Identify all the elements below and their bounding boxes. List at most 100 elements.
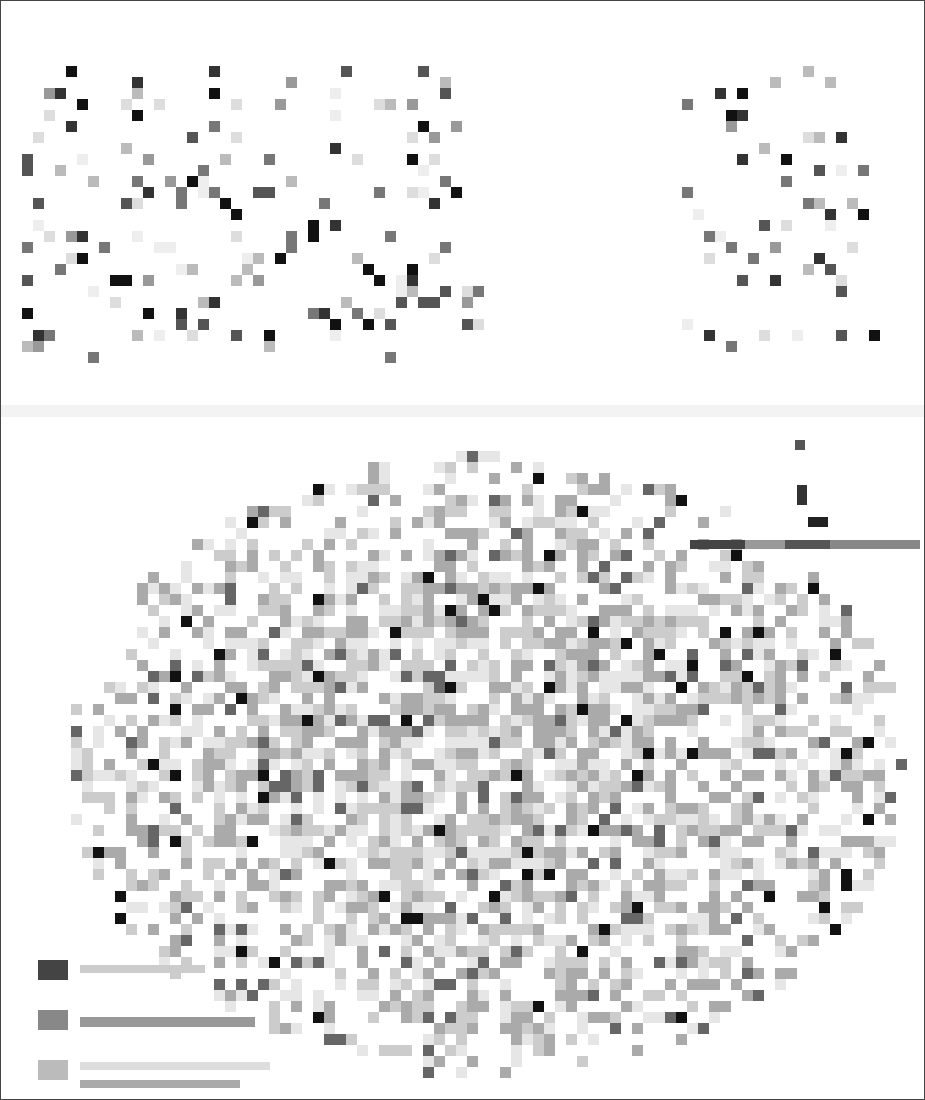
map-block bbox=[181, 561, 192, 572]
map-block bbox=[269, 869, 280, 880]
route-pixel bbox=[407, 275, 418, 286]
map-block bbox=[533, 825, 544, 836]
map-block bbox=[786, 682, 797, 693]
map-block bbox=[610, 638, 621, 649]
map-block bbox=[401, 781, 412, 792]
map-block bbox=[401, 825, 412, 836]
map-block bbox=[522, 836, 533, 847]
map-block bbox=[555, 517, 566, 528]
map-block bbox=[335, 715, 346, 726]
map-block bbox=[357, 979, 368, 990]
map-block bbox=[313, 913, 324, 924]
map-block bbox=[852, 759, 863, 770]
map-block bbox=[357, 682, 368, 693]
map-block bbox=[500, 539, 511, 550]
map-block bbox=[247, 990, 258, 1001]
route-pixel bbox=[374, 275, 385, 286]
map-block bbox=[335, 858, 346, 869]
map-block bbox=[764, 660, 775, 671]
route-pixel bbox=[231, 275, 242, 286]
map-block bbox=[852, 770, 863, 781]
map-block bbox=[467, 462, 478, 473]
route-pixel bbox=[22, 308, 33, 319]
map-block bbox=[896, 759, 907, 770]
map-block bbox=[401, 935, 412, 946]
map-block bbox=[115, 770, 126, 781]
route-pixel bbox=[715, 231, 726, 242]
route-pixel bbox=[132, 77, 143, 88]
map-block bbox=[654, 825, 665, 836]
map-block bbox=[577, 1056, 588, 1067]
map-block bbox=[478, 1001, 489, 1012]
route-pixel bbox=[308, 220, 319, 231]
map-block bbox=[709, 880, 720, 891]
map-block bbox=[786, 946, 797, 957]
map-block bbox=[621, 682, 632, 693]
map-block bbox=[379, 924, 390, 935]
route-pixel bbox=[275, 253, 286, 264]
map-block bbox=[632, 726, 643, 737]
map-block bbox=[610, 726, 621, 737]
map-block bbox=[577, 715, 588, 726]
map-block bbox=[423, 924, 434, 935]
map-block bbox=[500, 726, 511, 737]
map-block bbox=[324, 726, 335, 737]
map-block bbox=[412, 671, 423, 682]
map-block bbox=[390, 748, 401, 759]
map-block bbox=[632, 682, 643, 693]
map-block bbox=[302, 627, 313, 638]
map-block bbox=[511, 1034, 522, 1045]
map-block bbox=[808, 715, 819, 726]
map-block bbox=[258, 957, 269, 968]
route-pixel bbox=[44, 330, 55, 341]
map-block bbox=[643, 748, 654, 759]
map-block bbox=[566, 957, 577, 968]
map-block bbox=[302, 847, 313, 858]
map-block bbox=[775, 693, 786, 704]
map-block bbox=[709, 825, 720, 836]
map-block bbox=[720, 1001, 731, 1012]
map-block bbox=[346, 627, 357, 638]
map-block bbox=[841, 682, 852, 693]
map-block bbox=[720, 869, 731, 880]
map-block bbox=[676, 946, 687, 957]
map-block bbox=[379, 462, 390, 473]
map-block bbox=[291, 748, 302, 759]
route-pixel bbox=[429, 297, 440, 308]
map-block bbox=[588, 616, 599, 627]
map-block bbox=[533, 836, 544, 847]
map-block bbox=[258, 858, 269, 869]
map-block bbox=[577, 671, 588, 682]
map-block bbox=[599, 484, 610, 495]
map-block bbox=[236, 924, 247, 935]
map-block bbox=[93, 726, 104, 737]
map-block bbox=[588, 726, 599, 737]
route-pixel bbox=[462, 319, 473, 330]
map-block bbox=[170, 660, 181, 671]
route-pixel bbox=[286, 176, 297, 187]
map-block bbox=[544, 715, 555, 726]
map-block bbox=[819, 627, 830, 638]
route-pixel bbox=[132, 88, 143, 99]
map-block bbox=[423, 605, 434, 616]
map-block bbox=[192, 759, 203, 770]
map-block bbox=[577, 770, 588, 781]
map-block bbox=[313, 1001, 324, 1012]
map-block bbox=[137, 726, 148, 737]
map-block bbox=[588, 484, 599, 495]
map-block bbox=[731, 913, 742, 924]
map-block bbox=[621, 1001, 632, 1012]
map-block bbox=[555, 704, 566, 715]
map-block bbox=[467, 946, 478, 957]
map-block bbox=[709, 748, 720, 759]
map-block bbox=[148, 572, 159, 583]
map-block bbox=[346, 616, 357, 627]
map-block bbox=[192, 627, 203, 638]
map-block bbox=[368, 990, 379, 1001]
map-block bbox=[478, 825, 489, 836]
map-block bbox=[148, 638, 159, 649]
map-block bbox=[247, 869, 258, 880]
map-block bbox=[489, 451, 500, 462]
map-block bbox=[390, 792, 401, 803]
map-block bbox=[808, 748, 819, 759]
